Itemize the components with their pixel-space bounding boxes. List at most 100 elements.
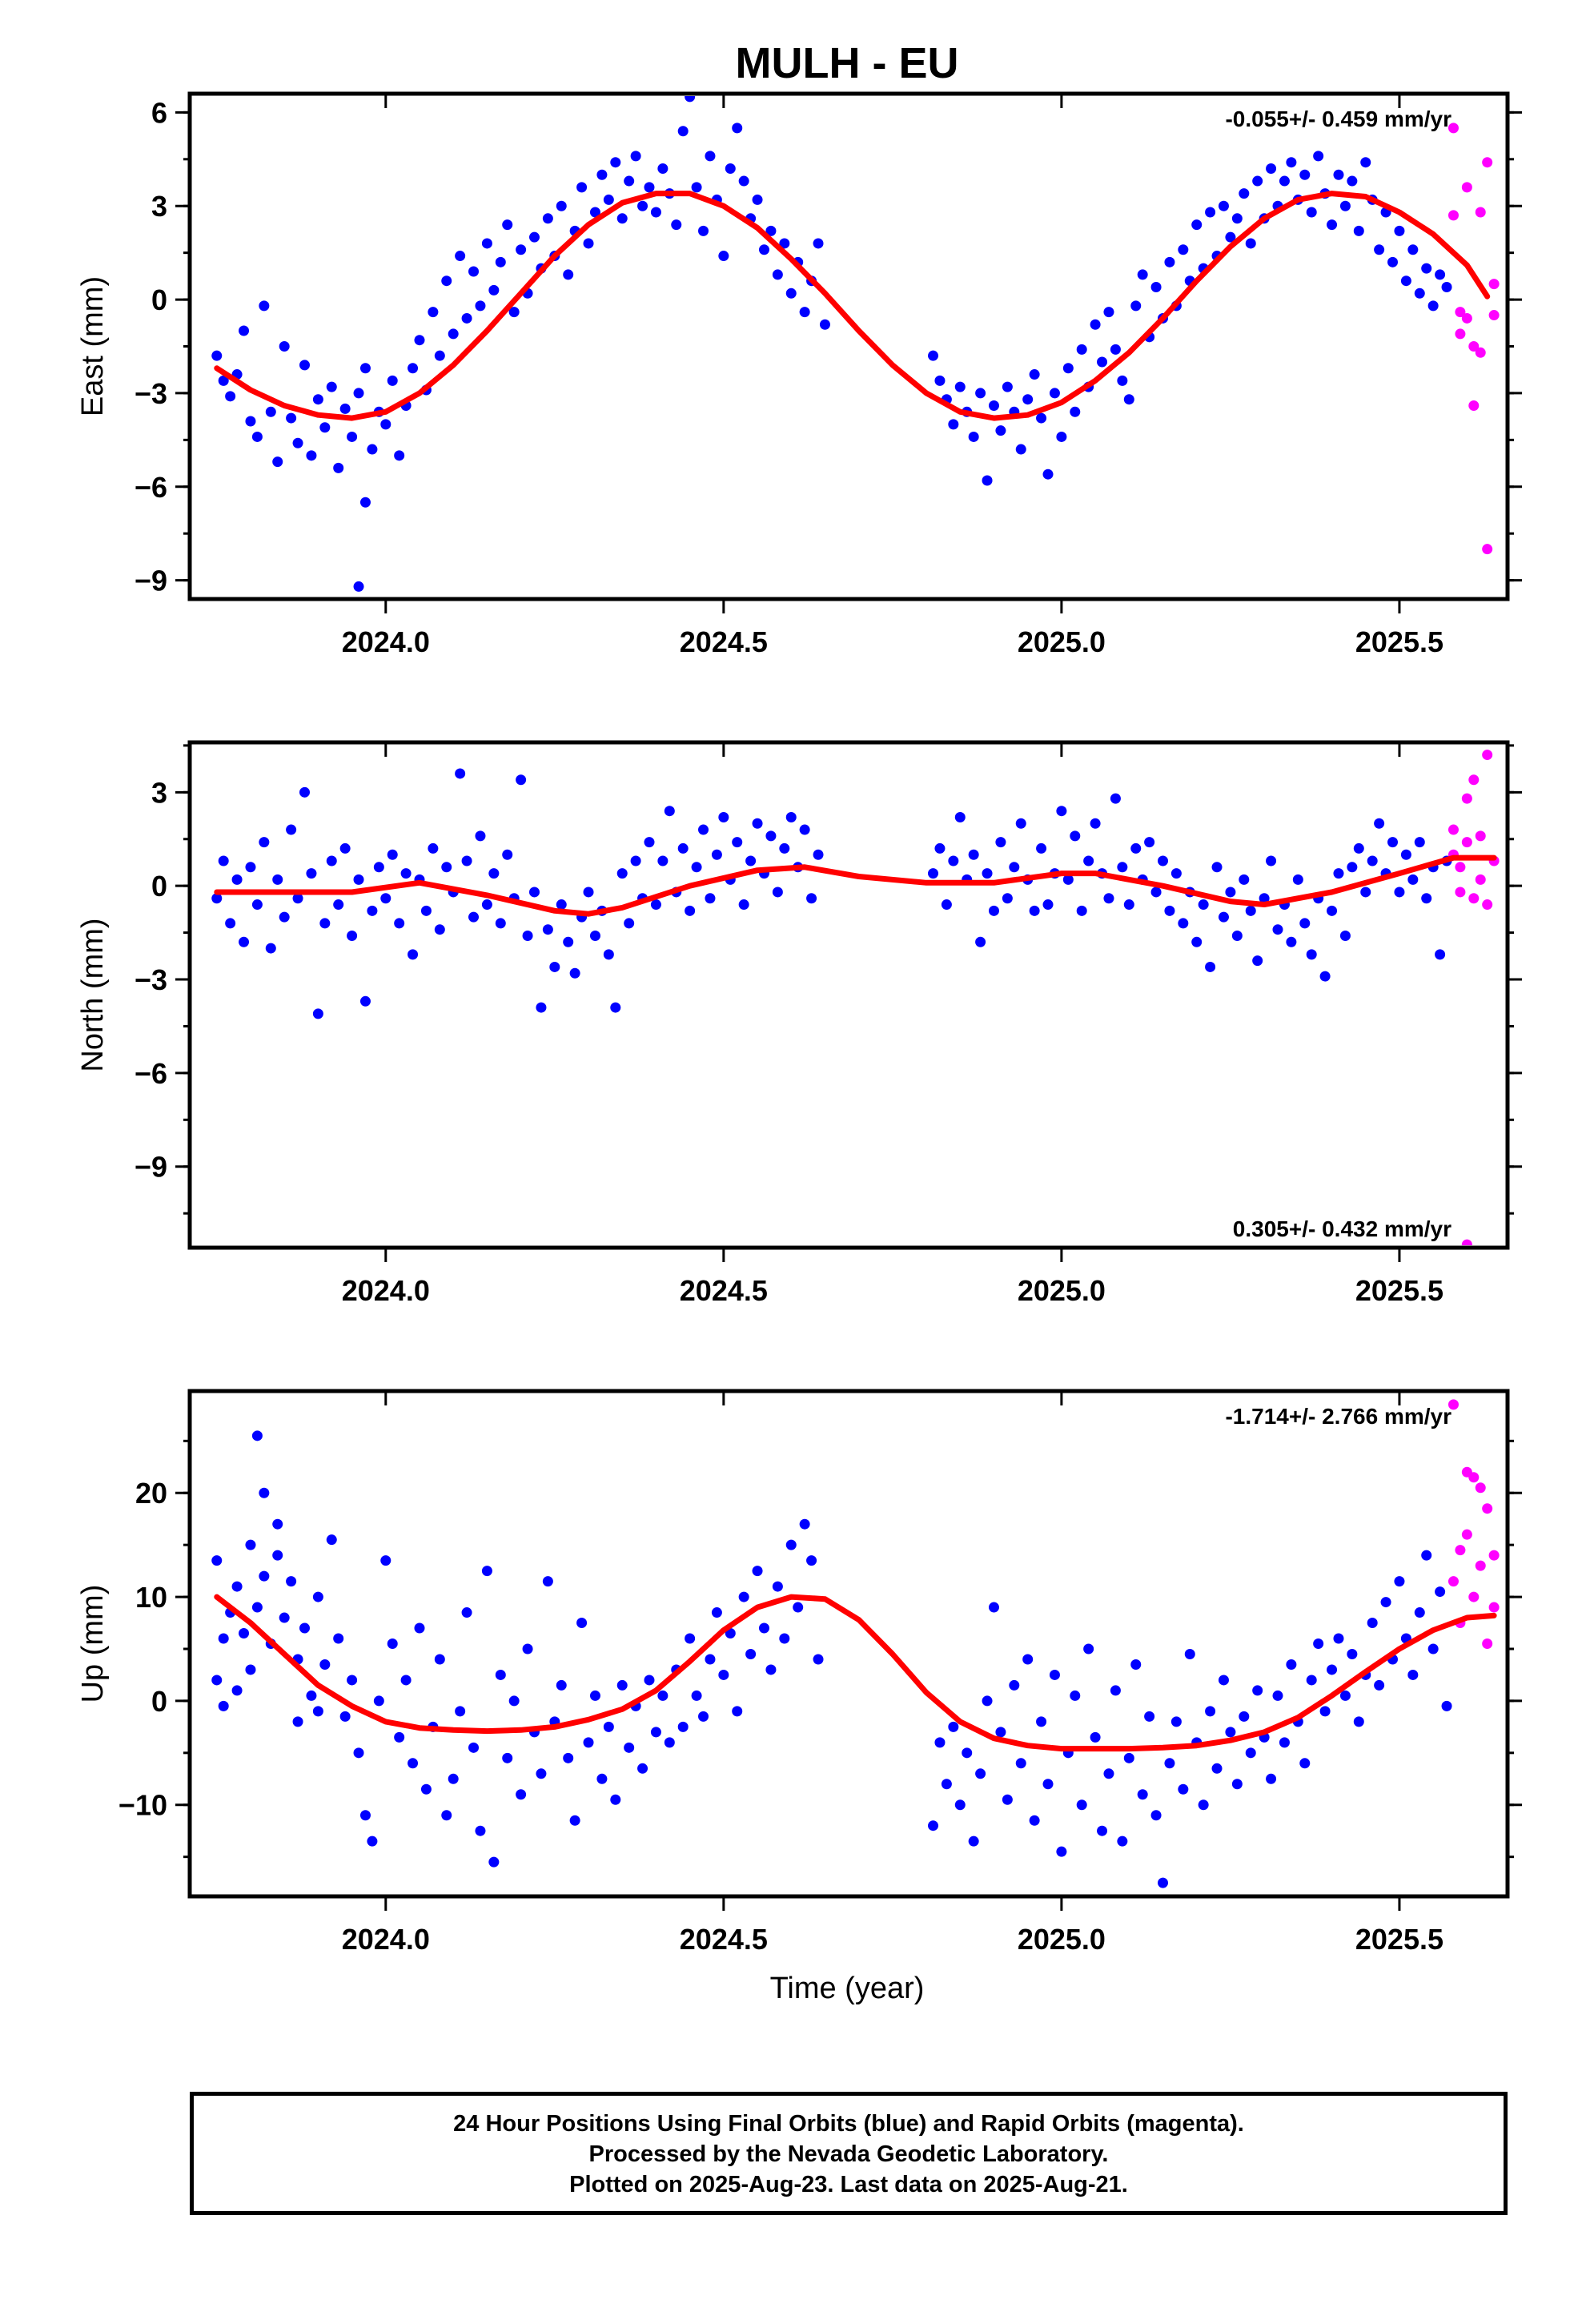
final-orbit-point xyxy=(685,1633,696,1644)
final-orbit-point xyxy=(1009,1679,1020,1691)
final-orbit-point xyxy=(1414,837,1425,848)
final-orbit-point xyxy=(596,169,608,180)
final-orbit-point xyxy=(292,1716,303,1727)
rapid-orbit-point xyxy=(1482,157,1493,168)
final-orbit-point xyxy=(1367,1618,1378,1629)
final-orbit-point xyxy=(657,163,669,174)
final-orbit-point xyxy=(1353,842,1364,854)
final-orbit-point xyxy=(589,1690,600,1701)
final-orbit-point xyxy=(434,1654,445,1665)
final-orbit-point xyxy=(954,1799,966,1811)
final-orbit-point xyxy=(1245,1747,1256,1759)
final-orbit-point xyxy=(1170,1716,1182,1727)
final-orbit-point xyxy=(272,874,283,885)
final-orbit-point xyxy=(1103,1768,1114,1779)
final-orbit-point xyxy=(434,924,445,935)
final-orbit-point xyxy=(272,1518,283,1530)
final-orbit-point xyxy=(231,874,243,885)
final-orbit-point xyxy=(1225,887,1236,898)
rapid-orbit-point xyxy=(1461,1529,1472,1540)
final-orbit-point xyxy=(1218,911,1229,923)
final-orbit-point xyxy=(1319,971,1331,982)
final-orbit-point xyxy=(583,887,594,898)
x-tick-label: 2024.0 xyxy=(342,1274,430,1307)
final-orbit-point xyxy=(1184,1648,1195,1659)
rapid-orbit-point xyxy=(1475,1482,1486,1494)
rapid-orbit-point xyxy=(1475,1560,1486,1571)
final-orbit-point xyxy=(1239,1711,1250,1722)
final-orbit-point xyxy=(745,1648,757,1659)
rate-label: 0.305+/- 0.432 mm/yr xyxy=(1233,1216,1452,1241)
final-orbit-point xyxy=(455,768,466,779)
final-orbit-point xyxy=(624,918,635,929)
final-orbit-point xyxy=(1083,1643,1094,1655)
final-orbit-point xyxy=(644,182,655,193)
x-tick-label: 2024.5 xyxy=(680,1274,768,1307)
final-orbit-point xyxy=(251,431,263,442)
x-tick-label: 2024.0 xyxy=(342,625,430,658)
final-orbit-point xyxy=(1191,936,1203,947)
final-orbit-point xyxy=(468,266,480,277)
final-orbit-point xyxy=(1076,344,1087,355)
rapid-orbit-point xyxy=(1482,544,1493,555)
final-orbit-point xyxy=(414,1622,425,1634)
final-orbit-point xyxy=(359,497,371,508)
final-orbit-point xyxy=(1137,1789,1148,1800)
final-orbit-point xyxy=(1164,256,1175,267)
y-tick-label: −9 xyxy=(135,1151,167,1184)
final-orbit-point xyxy=(475,1825,486,1836)
final-orbit-point xyxy=(765,1664,777,1675)
final-orbit-point xyxy=(1299,1758,1311,1769)
final-orbit-point xyxy=(1150,887,1162,898)
final-orbit-point xyxy=(725,163,736,174)
final-orbit-point xyxy=(225,391,236,402)
final-orbit-point xyxy=(1339,930,1351,941)
final-orbit-point xyxy=(752,1566,763,1577)
final-orbit-point xyxy=(671,219,682,231)
rapid-orbit-point xyxy=(1461,182,1472,193)
final-orbit-point xyxy=(502,219,513,231)
rapid-orbit-point xyxy=(1468,1472,1480,1483)
final-orbit-point xyxy=(995,837,1006,848)
rapid-orbit-point xyxy=(1447,824,1459,835)
rapid-orbit-point xyxy=(1447,210,1459,221)
final-orbit-point xyxy=(1266,1773,1277,1784)
final-orbit-point xyxy=(806,1555,817,1566)
final-orbit-point xyxy=(1056,806,1067,817)
final-orbit-point xyxy=(1110,1685,1121,1696)
y-tick-label: 3 xyxy=(151,190,167,223)
rapid-orbit-point xyxy=(1447,1576,1459,1587)
final-orbit-point xyxy=(1178,1783,1189,1795)
final-orbit-point xyxy=(400,868,412,879)
final-orbit-point xyxy=(657,1690,669,1701)
final-orbit-point xyxy=(1205,961,1216,972)
final-orbit-point xyxy=(603,194,614,205)
final-orbit-point xyxy=(359,995,371,1007)
final-orbit-point xyxy=(516,1789,527,1800)
final-orbit-point xyxy=(1117,862,1128,873)
final-orbit-point xyxy=(468,1742,480,1753)
final-orbit-point xyxy=(1150,1810,1162,1821)
final-orbit-point xyxy=(225,918,236,929)
final-orbit-point xyxy=(664,806,675,817)
final-orbit-point xyxy=(1002,381,1013,392)
final-orbit-point xyxy=(1070,1690,1081,1701)
final-orbit-point xyxy=(705,893,716,904)
rapid-orbit-point xyxy=(1482,1638,1493,1649)
final-orbit-point xyxy=(1327,1664,1338,1675)
final-orbit-point xyxy=(299,1622,310,1634)
x-tick-label: 2024.5 xyxy=(680,1923,768,1956)
final-orbit-point xyxy=(799,1518,810,1530)
final-orbit-point xyxy=(488,284,500,296)
final-orbit-point xyxy=(1164,905,1175,916)
final-orbit-point xyxy=(1144,1711,1155,1722)
final-orbit-point xyxy=(1137,269,1148,280)
final-orbit-point xyxy=(691,862,702,873)
final-orbit-point xyxy=(738,899,749,911)
final-orbit-point xyxy=(239,936,250,947)
final-orbit-point xyxy=(1252,955,1263,967)
final-orbit-point xyxy=(624,175,635,187)
final-orbit-point xyxy=(1076,905,1087,916)
final-orbit-point xyxy=(934,375,946,386)
final-orbit-point xyxy=(1272,1690,1283,1701)
